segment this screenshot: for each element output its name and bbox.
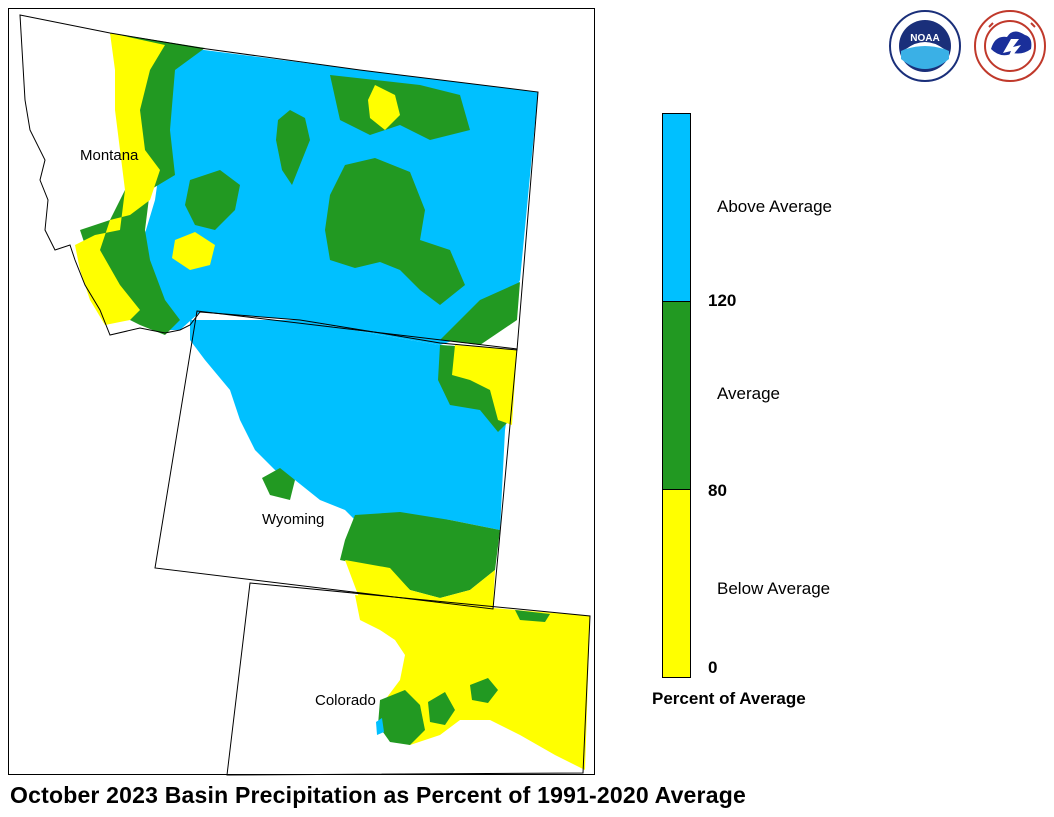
legend-label-average: Average [717,384,781,403]
montana-outline [19,14,539,351]
colorado-below-area [355,595,590,770]
region-wyoming [190,320,517,608]
state-label-colorado: Colorado [315,692,376,709]
wyoming-average-south [340,512,500,598]
montana-below-patch-1 [368,85,400,130]
region-colorado [355,595,590,770]
montana-average-patch-3 [276,110,310,185]
state-label-montana: Montana [80,147,139,164]
legend-tick-0: 0 [708,658,718,677]
montana-average-patch-5 [440,282,520,345]
legend-tick-80: 80 [708,481,727,500]
noaa-logo: NOAA [888,9,962,83]
montana-below-patch-2 [172,232,215,270]
colorado-outline [226,582,591,776]
colorado-average-patch-3 [428,692,455,725]
montana-average-patch-1 [330,75,470,140]
noaa-emblem-icon: NOAA [889,10,961,82]
legend-bar-above [662,113,691,302]
wyoming-average-west [262,468,295,500]
legend-bar-average [662,301,691,490]
region-montana [75,33,538,345]
montana-average-patch-2 [325,158,465,305]
wyoming-below-patch [452,345,517,425]
legend-label-above: Above Average [717,197,832,216]
state-outlines [19,14,591,776]
precipitation-map [19,14,591,776]
wyoming-above-area [190,320,517,530]
legend-label-below: Below Average [717,579,831,598]
legend-title: Percent of Average [652,689,806,708]
colorado-above-patch [376,718,384,735]
montana-average-patch-4 [185,170,240,230]
map-title: October 2023 Basin Precipitation as Perc… [10,782,746,808]
colorado-average-patch-2 [470,678,498,703]
nws-emblem-icon [974,10,1046,82]
state-label-wyoming: Wyoming [262,511,325,528]
colorado-average-patch-1 [378,690,425,745]
montana-below-area [75,33,165,325]
legend-bar-below [662,489,691,678]
colorado-average-patch-4 [515,610,550,622]
nws-logo [973,9,1047,83]
wyoming-outline [154,310,518,610]
noaa-logo-text: NOAA [910,33,939,44]
legend-tick-120: 120 [708,291,737,310]
